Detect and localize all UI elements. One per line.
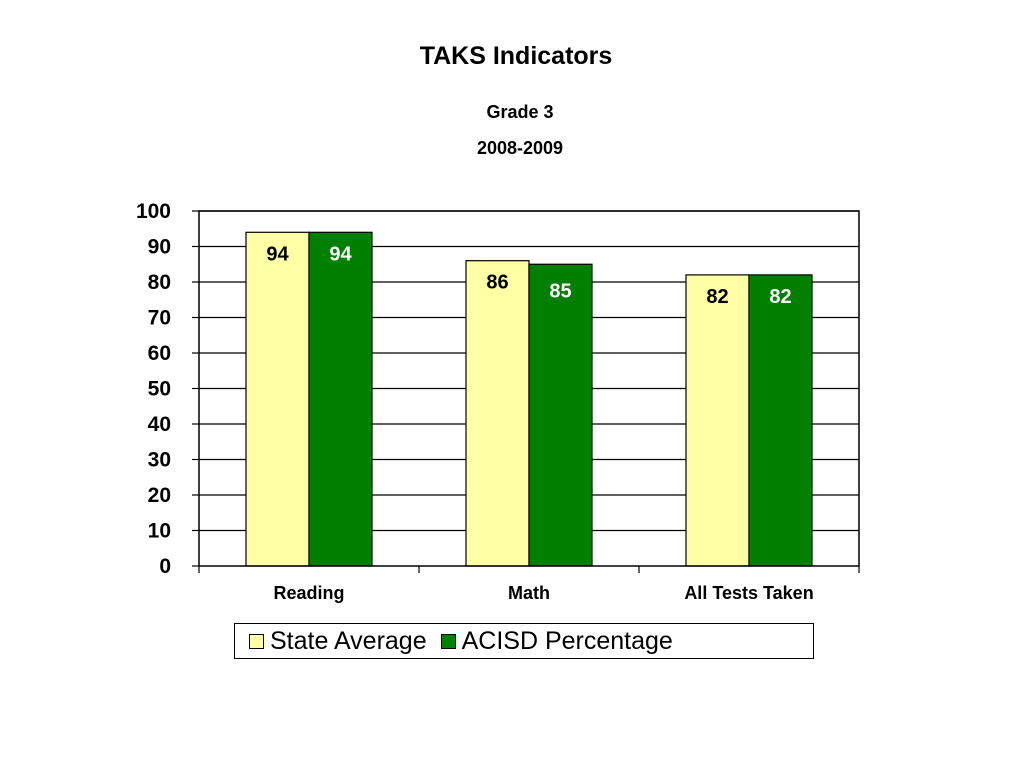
data-label: 94	[266, 243, 289, 265]
chart-subtitle-grade: Grade 3	[486, 102, 554, 122]
data-label: 82	[769, 286, 791, 308]
y-tick-label: 90	[148, 236, 171, 259]
y-tick-label: 100	[136, 200, 171, 223]
legend-item-state-average: State Average	[249, 627, 427, 656]
legend-label-state-average: State Average	[270, 626, 427, 655]
x-tick-label: Math	[508, 583, 550, 603]
y-tick-label: 20	[148, 484, 171, 507]
chart-title: TAKS Indicators	[419, 42, 613, 70]
bar-state-average	[685, 274, 750, 567]
legend-label-acisd-percentage: ACISD Percentage	[461, 626, 673, 655]
legend-item-acisd-percentage: ACISD Percentage	[440, 626, 673, 656]
y-tick-label: 50	[148, 378, 171, 401]
x-tick-label: All Tests Taken	[684, 583, 813, 603]
data-label: 82	[706, 286, 728, 308]
data-label: 86	[486, 272, 508, 294]
data-label: 94	[329, 243, 352, 265]
plot-border	[198, 210, 860, 567]
data-label: 85	[549, 280, 571, 302]
y-tick-label: 60	[148, 342, 171, 365]
bar-state-average	[465, 260, 530, 567]
legend-swatch-acisd-percentage	[440, 633, 456, 649]
bar-acisd-percentage	[748, 274, 813, 567]
legend-swatch-state-average	[249, 633, 264, 649]
bar-acisd-percentage	[528, 263, 593, 567]
chart-subtitle-year: 2008-2009	[476, 138, 564, 158]
y-tick-label: 40	[148, 413, 171, 436]
y-tick-label: 10	[148, 520, 171, 543]
y-tick-label: 70	[148, 307, 171, 330]
y-tick-label: 80	[148, 271, 171, 294]
y-tick-label: 30	[148, 449, 171, 472]
y-tick-label: 0	[159, 555, 171, 578]
bar-state-average	[245, 231, 310, 567]
x-tick-label: Reading	[273, 583, 344, 603]
chart-legend: State Average ACISD Percentage	[234, 623, 814, 659]
bar-acisd-percentage	[308, 231, 373, 567]
